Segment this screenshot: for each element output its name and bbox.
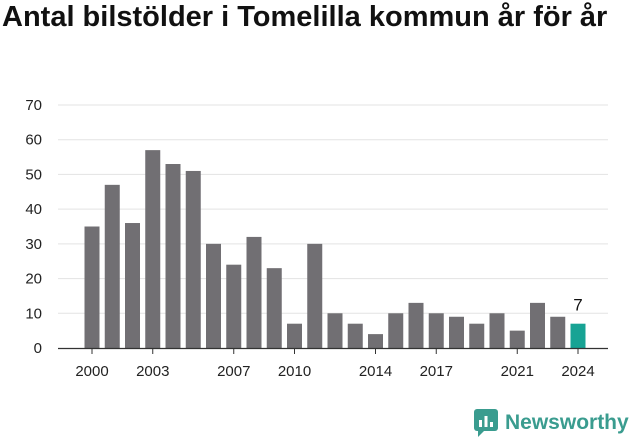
data-labels: 7 (573, 296, 582, 315)
bar-chart: 0 10 20 30 40 50 60 70 2000 2003 2007 2010 2014 2017… (25, 97, 608, 380)
x-tick-label: 2010 (278, 363, 311, 380)
chart-title: Antal bilstölder i Tomelilla kommun år f… (2, 1, 608, 33)
x-tick-label: 2003 (136, 363, 169, 380)
bar (469, 323, 485, 348)
y-tick-label: 70 (25, 97, 42, 114)
y-tick-label: 20 (25, 271, 42, 288)
bar (165, 164, 181, 348)
highlight-data-label: 7 (573, 296, 582, 315)
y-tick-label: 60 (25, 132, 42, 149)
bar (104, 184, 120, 348)
bar (388, 313, 404, 348)
x-tick-label: 2021 (501, 363, 534, 380)
y-axis-tick-labels: 0 10 20 30 40 50 60 70 (25, 97, 42, 357)
bar (206, 243, 221, 348)
y-tick-label: 50 (25, 166, 42, 183)
bar (509, 330, 525, 348)
x-tick-label: 2024 (561, 363, 594, 380)
x-tick-label: 2014 (359, 363, 392, 380)
bar (530, 302, 545, 348)
x-tick-label: 2017 (420, 363, 453, 380)
bar (266, 268, 282, 348)
x-tick-label: 2000 (75, 363, 108, 380)
brand-name: Newsworthy (505, 411, 629, 434)
x-axis-tick-labels: 2000 2003 2007 2010 2014 2017 2021 2024 (75, 348, 595, 380)
x-tick-label: 2007 (217, 363, 250, 380)
y-tick-label: 30 (25, 236, 42, 253)
bar (307, 243, 323, 348)
bar (84, 226, 100, 348)
bar (145, 150, 161, 348)
bar (428, 313, 444, 348)
bar (368, 334, 383, 348)
brand: Newsworthy (474, 408, 629, 438)
bar (347, 323, 363, 348)
bar (125, 223, 140, 348)
bar (489, 313, 505, 348)
bar-highlight (570, 323, 586, 348)
gridlines (58, 104, 608, 314)
bar (246, 236, 262, 348)
newsworthy-logo-icon (474, 409, 498, 437)
y-tick-label: 10 (25, 305, 42, 322)
bars (84, 150, 586, 348)
bar (449, 316, 464, 348)
bar (327, 313, 343, 348)
y-tick-label: 40 (25, 201, 42, 218)
bar (226, 264, 242, 348)
bar (408, 302, 424, 348)
bar (185, 170, 201, 348)
y-tick-label: 0 (34, 340, 42, 357)
bar (287, 323, 302, 348)
bar (550, 316, 566, 348)
